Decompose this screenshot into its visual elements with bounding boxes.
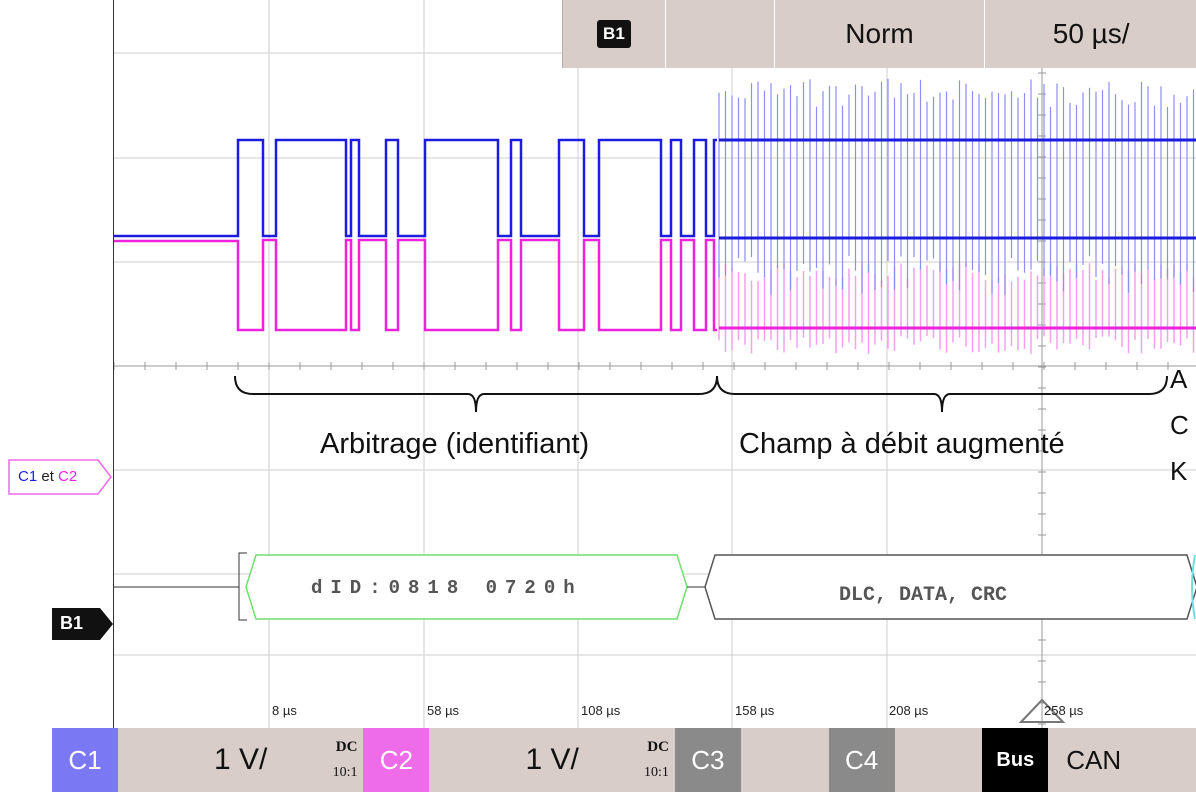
time-label: 108 µs	[581, 703, 621, 718]
c1-c2-reference-label[interactable]: C1 et C2	[8, 459, 112, 495]
ack-letter-a: A	[1170, 364, 1188, 394]
channel-c2-tab[interactable]: C2	[363, 728, 430, 792]
channel-c2-scale: 1 V/	[525, 743, 579, 776]
ack-letter-c: C	[1170, 410, 1189, 440]
channel-c1-dc: DC	[335, 739, 358, 755]
time-label: 58 µs	[427, 703, 460, 718]
decode-data-text: DLC, DATA, CRC	[839, 584, 1007, 607]
channel-c1-probe: 10:1	[332, 765, 358, 780]
channel-c1-coupling: DC 10:1	[333, 734, 358, 786]
c2-arbitration-trace	[114, 238, 717, 332]
trigger-mode-button[interactable]: Norm	[775, 0, 986, 68]
bus-protocol-button[interactable]: CAN	[1048, 728, 1196, 792]
channel-c2-dc: DC	[647, 739, 669, 755]
channel-c4-scale-button[interactable]	[894, 728, 983, 792]
channel-c3-label: C3	[691, 744, 725, 775]
et-ref-text: et	[41, 468, 54, 485]
channel-c4-tab[interactable]: C4	[828, 728, 895, 792]
ack-letter-k: K	[1170, 456, 1188, 486]
channel-c1-scale-button[interactable]: 1 V/ DC 10:1	[117, 728, 364, 792]
channel-c2-coupling: DC 10:1	[644, 734, 669, 786]
c1-ref-text: C1	[18, 468, 38, 485]
reference-tag-shape	[8, 459, 112, 495]
channel-c4-label: C4	[844, 744, 879, 775]
time-label: 258 µs	[1044, 703, 1084, 718]
reference-tag-text: C1 et C2	[18, 468, 77, 485]
timebase-label: 50 µs/	[1052, 18, 1130, 49]
decode-id-text: dID:0818 0720h	[311, 577, 583, 599]
c1-arbitration-trace	[114, 138, 717, 238]
time-label: 208 µs	[889, 703, 929, 718]
arbitration-annotation: Arbitrage (identifiant)	[320, 428, 590, 460]
timebase-button[interactable]: 50 µs/	[985, 0, 1196, 68]
waveform-display[interactable]: dID:0818 0720h DLC, DATA, CRC	[113, 0, 1196, 728]
c1-data-phase-trace	[718, 78, 1195, 295]
channel-c3-scale-button[interactable]	[740, 728, 829, 792]
trigger-blank-cell[interactable]	[666, 0, 775, 68]
c2-data-phase-trace	[718, 262, 1195, 354]
top-status-bar: B1 Norm 50 µs/	[562, 0, 1196, 68]
decode-next-frame	[1191, 554, 1196, 620]
decode-data-frame	[704, 554, 1196, 620]
trigger-source-label: B1	[597, 20, 631, 48]
channel-c1-tab[interactable]: C1	[52, 728, 118, 792]
c2-ref-text: C2	[58, 468, 78, 485]
data-phase-annotation: Champ à débit augmenté	[739, 428, 1065, 460]
time-label: 8 µs	[272, 703, 297, 718]
channel-c2-probe: 10:1	[644, 765, 669, 780]
time-label: 158 µs	[735, 703, 775, 718]
channel-c2-label: C2	[379, 744, 414, 775]
arbitration-brace	[234, 375, 718, 413]
trigger-position-icon	[1018, 698, 1066, 723]
channel-c3-tab[interactable]: C3	[674, 728, 741, 792]
data-phase-brace	[716, 375, 1168, 413]
bus-tab-label: Bus	[996, 748, 1035, 771]
bus-tab[interactable]: Bus	[982, 728, 1049, 792]
channel-c1-label: C1	[68, 744, 102, 775]
bus-marker-shape	[52, 608, 113, 640]
channel-c2-scale-button[interactable]: 1 V/ DC 10:1	[429, 728, 675, 792]
bus-marker-label: B1	[60, 613, 84, 633]
bus-protocol-label: CAN	[1066, 744, 1122, 775]
channel-c1-scale: 1 V/	[213, 743, 268, 776]
decode-id-frame	[245, 554, 688, 620]
bus-b1-marker[interactable]: B1	[52, 608, 114, 640]
waveform-canvas: dID:0818 0720h DLC, DATA, CRC	[114, 0, 1196, 728]
trigger-source-button[interactable]: B1	[563, 0, 666, 68]
bottom-channel-bar: C1 1 V/ DC 10:1 C2 1 V/ DC 10:1 C3 C4 Bu…	[52, 728, 1196, 792]
trigger-mode-label: Norm	[845, 18, 914, 49]
